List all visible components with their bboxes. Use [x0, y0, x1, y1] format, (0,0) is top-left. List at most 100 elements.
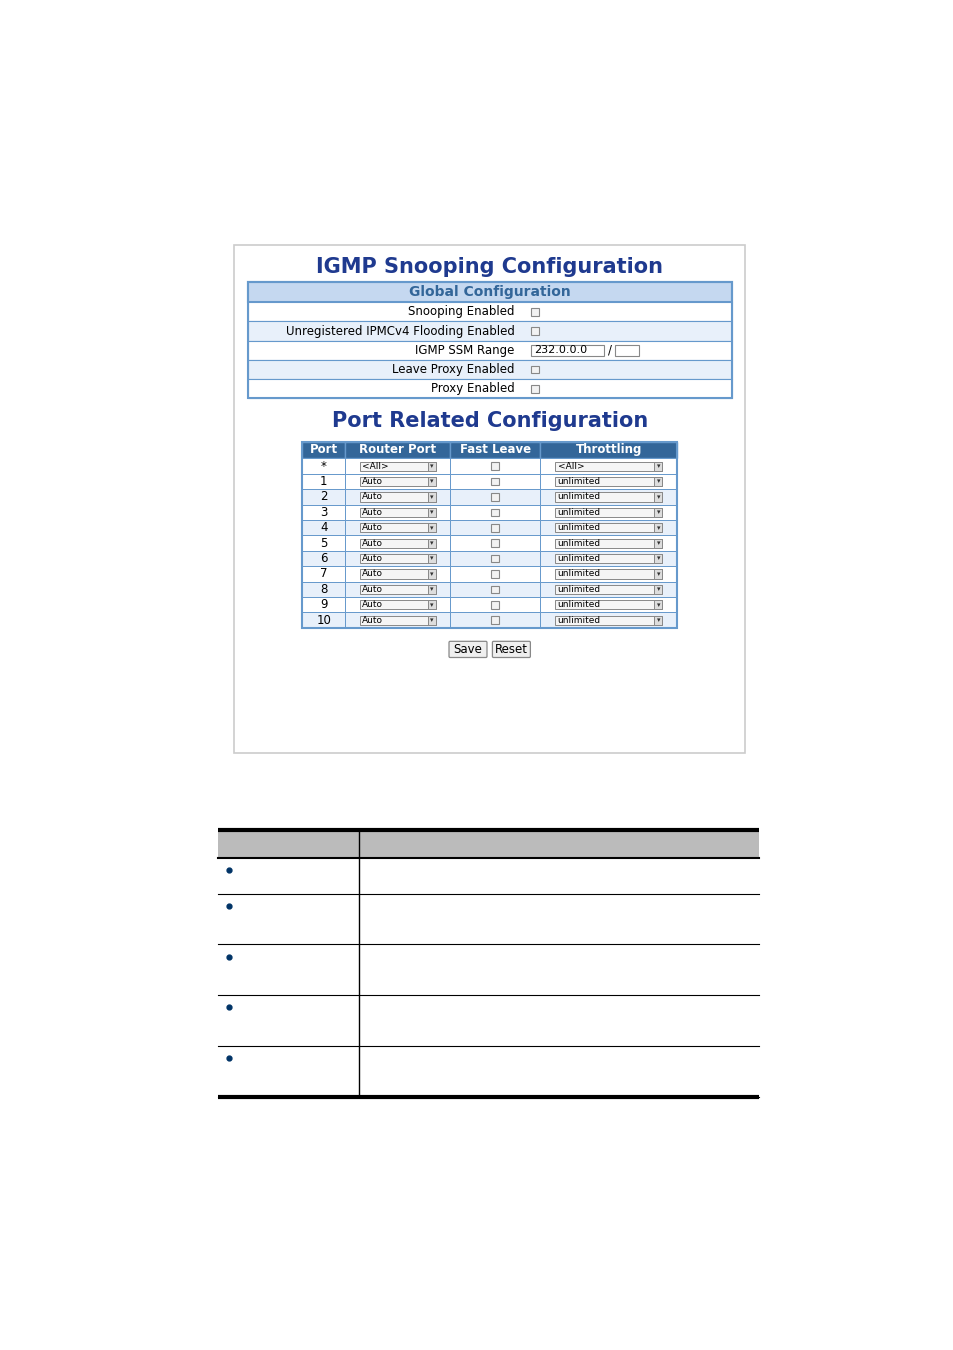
Bar: [491, 478, 498, 486]
Bar: [359, 616, 436, 625]
Bar: [654, 539, 661, 548]
Text: / 8: / 8: [608, 344, 622, 356]
Bar: [539, 597, 677, 613]
Text: unlimited: unlimited: [558, 554, 600, 563]
Text: ▾: ▾: [430, 602, 433, 608]
Text: unlimited: unlimited: [558, 493, 600, 501]
Bar: [359, 477, 436, 486]
Text: 232.0.0.0: 232.0.0.0: [534, 346, 586, 355]
Bar: [450, 536, 539, 551]
Text: Auto: Auto: [362, 616, 383, 625]
Bar: [539, 489, 677, 505]
Text: unlimited: unlimited: [558, 477, 600, 486]
Bar: [491, 462, 498, 470]
Text: ▾: ▾: [430, 463, 433, 470]
Bar: [248, 282, 731, 398]
Text: unlimited: unlimited: [558, 585, 600, 594]
Text: ▾: ▾: [430, 540, 433, 547]
Text: Auto: Auto: [362, 493, 383, 501]
Bar: [555, 616, 661, 625]
Bar: [427, 539, 436, 548]
FancyBboxPatch shape: [492, 641, 530, 657]
Text: 6: 6: [319, 552, 327, 566]
Text: Auto: Auto: [362, 477, 383, 486]
Bar: [654, 585, 661, 594]
Bar: [218, 830, 759, 859]
Bar: [302, 505, 345, 520]
Bar: [359, 570, 436, 579]
Bar: [539, 536, 677, 551]
Bar: [654, 477, 661, 486]
Bar: [345, 566, 450, 582]
Text: unlimited: unlimited: [558, 508, 600, 517]
Bar: [539, 551, 677, 566]
Text: Unregistered IPMCv4 Flooding Enabled: Unregistered IPMCv4 Flooding Enabled: [286, 324, 515, 338]
Bar: [450, 441, 539, 459]
Text: ▾: ▾: [656, 540, 659, 547]
Bar: [427, 477, 436, 486]
Text: Global Configuration: Global Configuration: [409, 285, 570, 300]
Text: unlimited: unlimited: [558, 524, 600, 532]
Text: Auto: Auto: [362, 524, 383, 532]
Bar: [233, 246, 744, 753]
Text: ▾: ▾: [656, 509, 659, 516]
Bar: [302, 441, 345, 459]
Text: ▾: ▾: [430, 556, 433, 562]
Bar: [450, 582, 539, 597]
Bar: [302, 520, 345, 536]
Bar: [345, 489, 450, 505]
Text: Auto: Auto: [362, 508, 383, 517]
Text: 1: 1: [319, 475, 327, 489]
Bar: [427, 616, 436, 625]
Text: ▾: ▾: [430, 509, 433, 516]
Text: *: *: [320, 459, 326, 472]
Bar: [450, 551, 539, 566]
Bar: [302, 613, 345, 628]
Bar: [491, 586, 498, 593]
Text: Auto: Auto: [362, 585, 383, 594]
Bar: [530, 308, 538, 316]
Text: ▾: ▾: [430, 494, 433, 499]
Bar: [530, 366, 538, 374]
Bar: [450, 489, 539, 505]
Bar: [539, 613, 677, 628]
Text: Auto: Auto: [362, 554, 383, 563]
Bar: [302, 459, 345, 474]
Text: ▾: ▾: [430, 571, 433, 576]
Bar: [359, 508, 436, 517]
Bar: [359, 462, 436, 471]
Text: Port: Port: [310, 444, 337, 456]
Text: ▾: ▾: [656, 602, 659, 608]
Text: Fast Leave: Fast Leave: [459, 444, 530, 456]
Text: ▾: ▾: [430, 617, 433, 624]
Bar: [530, 344, 603, 355]
Bar: [302, 536, 345, 551]
Text: unlimited: unlimited: [558, 539, 600, 548]
Text: IGMP SSM Range: IGMP SSM Range: [415, 344, 515, 356]
Text: <All>: <All>: [362, 462, 389, 471]
Text: ▾: ▾: [656, 617, 659, 624]
Bar: [555, 524, 661, 532]
Bar: [654, 462, 661, 471]
Bar: [450, 597, 539, 613]
Bar: [491, 539, 498, 547]
Bar: [302, 489, 345, 505]
Text: Auto: Auto: [362, 601, 383, 609]
Bar: [427, 508, 436, 517]
Text: 8: 8: [319, 583, 327, 595]
Bar: [450, 505, 539, 520]
Bar: [539, 459, 677, 474]
Bar: [654, 601, 661, 609]
Text: ▾: ▾: [430, 525, 433, 531]
Bar: [302, 441, 677, 628]
Text: 7: 7: [319, 567, 327, 580]
Bar: [654, 554, 661, 563]
Bar: [248, 360, 731, 379]
Text: ▾: ▾: [656, 525, 659, 531]
Bar: [359, 493, 436, 502]
Bar: [248, 302, 731, 321]
Bar: [491, 617, 498, 624]
Text: ▾: ▾: [656, 494, 659, 499]
Text: 10: 10: [316, 614, 331, 626]
Text: unlimited: unlimited: [558, 570, 600, 578]
